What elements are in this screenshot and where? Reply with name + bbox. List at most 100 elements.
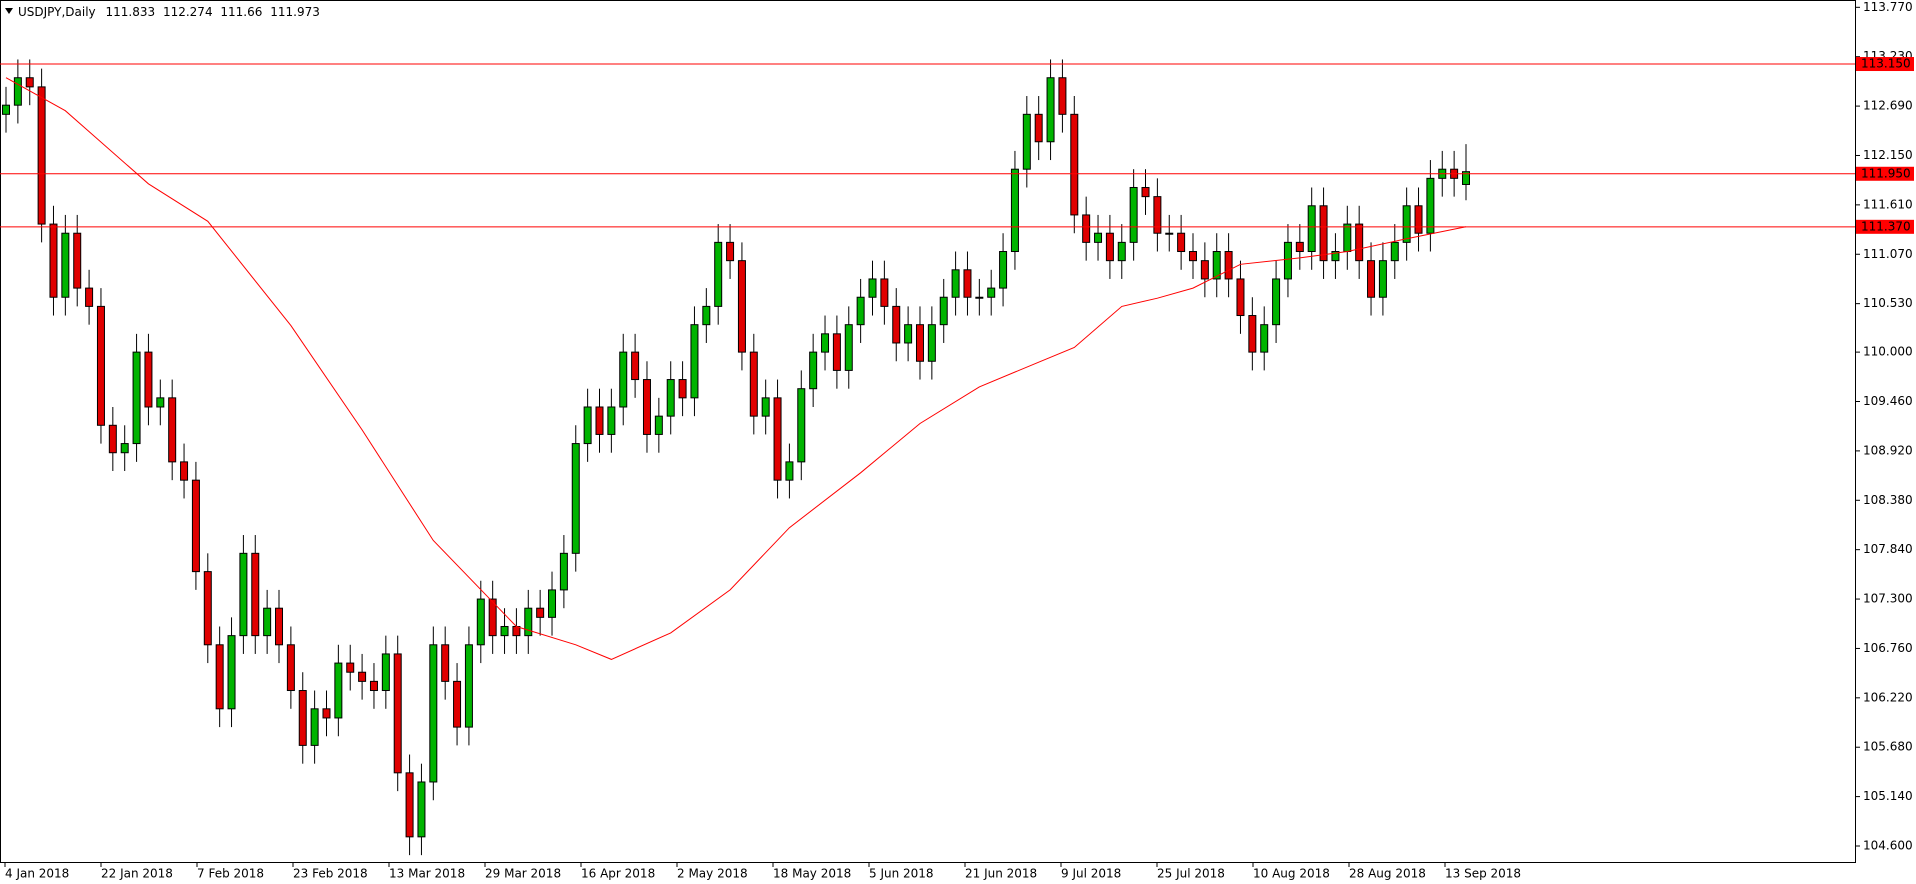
candle-body (393, 653, 402, 774)
candle-body (227, 635, 236, 710)
candle-body (880, 278, 889, 307)
candle-body (536, 607, 545, 618)
candle-body (1343, 223, 1352, 253)
candle-body (1426, 177, 1435, 234)
candle-body (821, 333, 830, 353)
candle-body (512, 625, 521, 637)
candle-body (168, 397, 177, 463)
candle-body (1117, 241, 1126, 262)
candle-body (915, 324, 924, 362)
candle-body (1165, 232, 1174, 235)
candle-body (548, 589, 557, 618)
low-value: 111.66 (220, 5, 262, 19)
candle-body (286, 644, 295, 692)
plot-frame (0, 0, 1856, 863)
candle-body (1224, 251, 1233, 280)
candle-body (108, 424, 117, 454)
candle-body (1402, 205, 1411, 243)
candle-body (607, 406, 616, 435)
candle-body (239, 552, 248, 637)
candle-body (761, 397, 770, 417)
level-label: 113.150 (1861, 57, 1911, 71)
x-tick-label: 13 Mar 2018 (389, 867, 465, 881)
candle-body (73, 232, 82, 289)
candle-body (987, 287, 996, 298)
candle-body (559, 552, 568, 591)
candle-body (1367, 260, 1376, 298)
candle-body (37, 86, 46, 225)
x-tick-label: 5 Jun 2018 (869, 867, 934, 881)
x-tick-label: 10 Aug 2018 (1253, 867, 1330, 881)
candle-body (1378, 260, 1387, 298)
candle-body (583, 406, 592, 445)
candle-body (714, 241, 723, 307)
y-tick-label: 111.070 (1863, 247, 1913, 261)
candle-body (856, 296, 865, 326)
candle-body (13, 77, 22, 106)
y-tick-label: 104.600 (1863, 838, 1913, 852)
candle-body (275, 607, 284, 646)
candle-body (666, 379, 675, 417)
candle-body (488, 598, 497, 637)
candle-body (963, 269, 972, 298)
candle-body (346, 662, 355, 673)
candle-body (85, 287, 94, 307)
candle-body (1129, 186, 1138, 243)
candle-body (1295, 241, 1304, 253)
candle-body (2, 104, 10, 115)
candle-body (1082, 214, 1091, 243)
candle-body (251, 552, 260, 637)
x-tick-label: 28 Aug 2018 (1349, 867, 1426, 881)
candle-body (642, 379, 651, 435)
candle-body (417, 781, 426, 838)
level-label: 111.370 (1861, 219, 1911, 233)
candle-body (1283, 241, 1292, 280)
candle-body (215, 644, 224, 710)
y-tick-label: 109.460 (1863, 394, 1913, 408)
candle-body (951, 269, 960, 298)
candle-body (310, 708, 319, 746)
candle-body (1034, 113, 1043, 143)
level-label: 111.950 (1861, 166, 1911, 180)
y-tick-label: 110.000 (1863, 345, 1913, 359)
level-box (1856, 57, 1914, 72)
level-box (1856, 219, 1914, 234)
candle-body (844, 324, 853, 371)
open-value: 111.833 (106, 5, 156, 19)
candle-body (334, 662, 343, 719)
x-tick-label: 18 May 2018 (773, 867, 851, 881)
header: USDJPY,Daily 111.833 112.274 111.66 111.… (18, 5, 320, 19)
candle-body (975, 296, 984, 299)
candle-body (1141, 186, 1150, 198)
candle-body (25, 77, 34, 88)
candle-body (1153, 196, 1162, 234)
candle-body (1188, 251, 1197, 262)
candle-body (939, 296, 948, 326)
candle-body (904, 324, 913, 344)
y-tick-label: 107.840 (1863, 542, 1913, 556)
candle-body (1046, 77, 1055, 143)
y-tick-label: 112.150 (1863, 148, 1913, 162)
candle-body (405, 772, 414, 838)
candle-body (1307, 205, 1316, 253)
candle-body (358, 671, 367, 682)
candle-body (96, 305, 105, 426)
menu-arrow (5, 8, 13, 14)
candle-body (429, 644, 438, 783)
candle-body (263, 607, 272, 637)
candle-body (1105, 232, 1114, 262)
candle-body (453, 680, 462, 728)
candle-body (1260, 324, 1269, 353)
y-tick-label: 112.690 (1863, 99, 1913, 113)
x-tick-label: 29 Mar 2018 (485, 867, 561, 881)
candle-body (476, 598, 485, 646)
candle-body (1414, 205, 1423, 234)
y-tick-label: 111.610 (1863, 197, 1913, 211)
candle-body (737, 260, 746, 353)
y-tick-label: 107.300 (1863, 592, 1913, 606)
candle-body (1272, 278, 1281, 326)
x-tick-label: 16 Apr 2018 (581, 867, 655, 881)
candle-body (1319, 205, 1328, 262)
candle-body (1058, 77, 1067, 115)
candle-body (1355, 223, 1364, 262)
